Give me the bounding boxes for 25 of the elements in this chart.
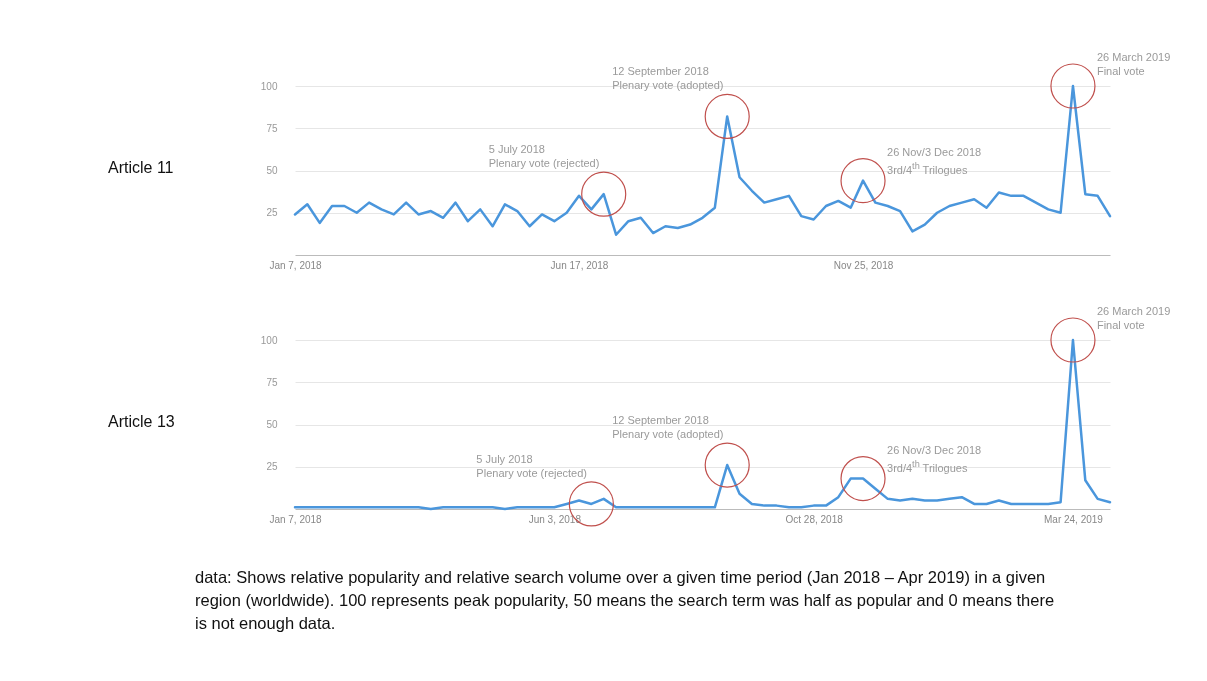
annotation: 5 July 2018 Plenary vote (rejected) xyxy=(476,451,588,480)
y-tick-label: 25 xyxy=(266,461,278,473)
annotation: 26 March 2019 Final vote xyxy=(1096,304,1171,332)
annotation: 12 September 2018 Plenary vote (adopted) xyxy=(612,413,724,442)
annotation: 12 September 2018 Plenary vote (adopted) xyxy=(612,64,724,93)
x-tick-label: Nov 25, 2018 xyxy=(833,259,894,271)
annotation: 26 March 2019 Final vote xyxy=(1096,50,1171,78)
x-tick-label: Jan 7, 2018 xyxy=(269,259,323,271)
text: Article 11 xyxy=(108,158,174,177)
x-tick-label: Jun 17, 2018 xyxy=(550,259,609,271)
y-tick-label: 75 xyxy=(266,376,278,388)
x-tick-label: Oct 28, 2018 xyxy=(785,513,844,525)
annotation: 26 Nov/3 Dec 2018 3rd/4$^{th}$ Trilogues xyxy=(887,144,982,177)
text: data: Shows relative popularity and relative search volume over a given time period (Jan 2018 – Apr 2019) in a given region (worldwide). 100 represents peak popularity, 50 means the search term was half as popular and 0 means there is not enough data. xyxy=(195,567,1055,634)
x-tick-label: Mar 24, 2019 xyxy=(1043,513,1104,525)
y-tick-label: 25 xyxy=(266,207,278,219)
y-tick-label: 50 xyxy=(266,419,278,430)
text: Article 13 xyxy=(108,412,175,431)
y-tick-label: 100 xyxy=(260,80,278,92)
x-tick-label: Jan 7, 2018 xyxy=(269,513,323,525)
y-tick-label: 50 xyxy=(266,165,278,176)
y-tick-label: 100 xyxy=(260,334,278,346)
annotation: 5 July 2018 Plenary vote (rejected) xyxy=(488,142,600,171)
annotation: 26 Nov/3 Dec 2018 3rd/4$^{th}$ Trilogues xyxy=(887,442,982,475)
y-tick-label: 75 xyxy=(266,122,278,134)
